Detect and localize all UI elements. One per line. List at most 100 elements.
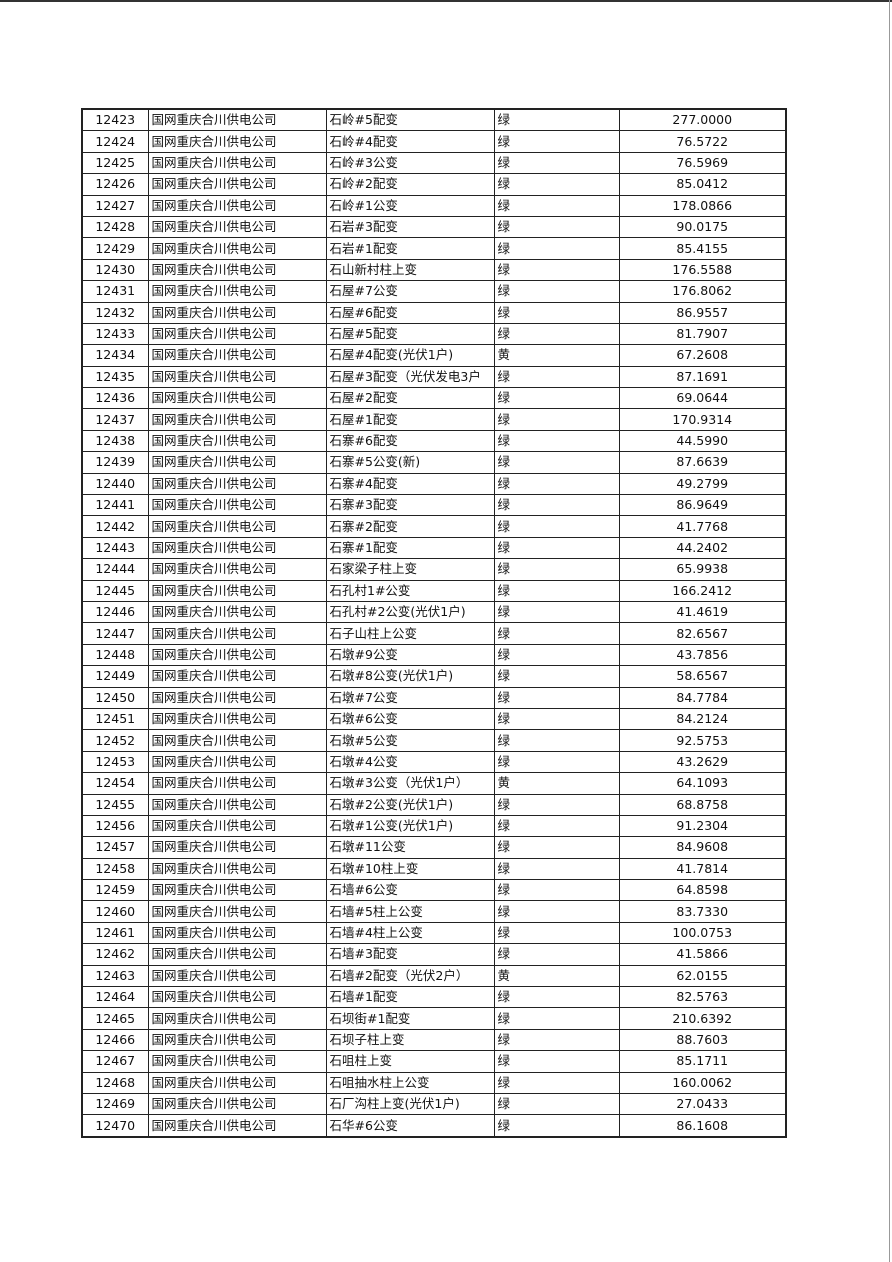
value-cell: 49.2799 bbox=[618, 472, 787, 496]
company-name-cell: 国网重庆合川供电公司 bbox=[147, 900, 327, 923]
row-id-cell: 12467 bbox=[81, 1050, 149, 1073]
company-name-cell: 国网重庆合川供电公司 bbox=[147, 173, 327, 196]
row-id-cell: 12449 bbox=[81, 665, 149, 688]
status-color-cell: 绿 bbox=[493, 365, 620, 389]
table-row: 12423 国网重庆合川供电公司 石岭#5配变绿 277.0000 bbox=[81, 108, 787, 132]
status-color-cell: 绿 bbox=[493, 643, 620, 667]
company-name-cell: 国网重庆合川供电公司 bbox=[147, 344, 327, 367]
status-color-cell: 绿 bbox=[493, 600, 620, 624]
table-row: 12448 国网重庆合川供电公司 石墩#9公变绿 43.7856 bbox=[81, 643, 787, 667]
company-name-cell: 国网重庆合川供电公司 bbox=[147, 108, 327, 132]
value-cell: 84.7784 bbox=[618, 686, 787, 709]
status-color-cell: 绿 bbox=[493, 1007, 620, 1030]
status-color-cell: 绿 bbox=[493, 387, 620, 410]
company-name-cell: 国网重庆合川供电公司 bbox=[147, 1050, 327, 1073]
value-cell: 76.5722 bbox=[618, 130, 787, 153]
status-color-cell: 绿 bbox=[493, 1071, 620, 1094]
transformer-name-cell: 石厂沟柱上变(光伏1户) bbox=[325, 1092, 495, 1116]
row-id-cell: 12442 bbox=[81, 515, 149, 538]
company-name-cell: 国网重庆合川供电公司 bbox=[147, 151, 327, 175]
table-row: 12457 国网重庆合川供电公司 石墩#11公变绿 84.9608 bbox=[81, 836, 787, 859]
value-cell: 44.5990 bbox=[618, 429, 787, 453]
page-top-border bbox=[0, 0, 892, 2]
transformer-name-cell: 石屋#6配变 bbox=[325, 301, 495, 324]
table-row: 12439 国网重庆合川供电公司 石寨#5公变(新) 绿 87.6639 bbox=[81, 451, 787, 474]
company-name-cell: 国网重庆合川供电公司 bbox=[147, 1028, 327, 1052]
table-row: 12434 国网重庆合川供电公司 石屋#4配变(光伏1户) 黄 67.2608 bbox=[81, 344, 787, 367]
value-cell: 27.0433 bbox=[618, 1092, 787, 1116]
table-row: 12454 国网重庆合川供电公司 石墩#3公变（光伏1户）黄 64.1093 bbox=[81, 772, 787, 795]
company-name-cell: 国网重庆合川供电公司 bbox=[147, 1071, 327, 1094]
status-color-cell: 绿 bbox=[493, 194, 620, 217]
transformer-name-cell: 石寨#4配变 bbox=[325, 472, 495, 496]
status-color-cell: 绿 bbox=[493, 793, 620, 816]
status-color-cell: 绿 bbox=[493, 836, 620, 859]
row-id-cell: 12462 bbox=[81, 943, 149, 966]
transformer-name-cell: 石墩#1公变(光伏1户) bbox=[325, 814, 495, 838]
status-color-cell: 绿 bbox=[493, 707, 620, 731]
status-color-cell: 绿 bbox=[493, 665, 620, 688]
value-cell: 86.9557 bbox=[618, 301, 787, 324]
company-name-cell: 国网重庆合川供电公司 bbox=[147, 600, 327, 624]
value-cell: 91.2304 bbox=[618, 814, 787, 838]
row-id-cell: 12432 bbox=[81, 301, 149, 324]
transformer-name-cell: 石孔村1#公变 bbox=[325, 579, 495, 602]
company-name-cell: 国网重庆合川供电公司 bbox=[147, 280, 327, 303]
company-name-cell: 国网重庆合川供电公司 bbox=[147, 707, 327, 731]
row-id-cell: 12453 bbox=[81, 750, 149, 774]
value-cell: 65.9938 bbox=[618, 558, 787, 581]
value-cell: 84.9608 bbox=[618, 836, 787, 859]
transformer-name-cell: 石咀抽水柱上公变 bbox=[325, 1071, 495, 1094]
transformer-name-cell: 石墩#7公变 bbox=[325, 686, 495, 709]
value-cell: 85.4155 bbox=[618, 237, 787, 260]
company-name-cell: 国网重庆合川供电公司 bbox=[147, 857, 327, 881]
company-name-cell: 国网重庆合川供电公司 bbox=[147, 622, 327, 645]
row-id-cell: 12448 bbox=[81, 643, 149, 667]
row-id-cell: 12436 bbox=[81, 387, 149, 410]
value-cell: 64.1093 bbox=[618, 772, 787, 795]
row-id-cell: 12456 bbox=[81, 814, 149, 838]
transformer-name-cell: 石墩#8公变(光伏1户) bbox=[325, 665, 495, 688]
table-row: 12429 国网重庆合川供电公司 石岩#1配变绿 85.4155 bbox=[81, 237, 787, 260]
company-name-cell: 国网重庆合川供电公司 bbox=[147, 772, 327, 795]
company-name-cell: 国网重庆合川供电公司 bbox=[147, 365, 327, 389]
value-cell: 170.9314 bbox=[618, 408, 787, 431]
table-row: 12432 国网重庆合川供电公司 石屋#6配变绿 86.9557 bbox=[81, 301, 787, 324]
transformer-name-cell: 石山新村柱上变 bbox=[325, 258, 495, 282]
row-id-cell: 12437 bbox=[81, 408, 149, 431]
row-id-cell: 12450 bbox=[81, 686, 149, 709]
status-color-cell: 黄 bbox=[493, 344, 620, 367]
row-id-cell: 12454 bbox=[81, 772, 149, 795]
value-cell: 88.7603 bbox=[618, 1028, 787, 1052]
row-id-cell: 12461 bbox=[81, 921, 149, 945]
company-name-cell: 国网重庆合川供电公司 bbox=[147, 408, 327, 431]
table-row: 12465 国网重庆合川供电公司 石坝街#1配变绿 210.6392 bbox=[81, 1007, 787, 1030]
transformer-name-cell: 石墩#9公变 bbox=[325, 643, 495, 667]
row-id-cell: 12460 bbox=[81, 900, 149, 923]
transformer-name-cell: 石墩#10柱上变 bbox=[325, 857, 495, 881]
status-color-cell: 绿 bbox=[493, 408, 620, 431]
transformer-name-cell: 石墩#5公变 bbox=[325, 729, 495, 752]
table-body: 12423 国网重庆合川供电公司 石岭#5配变绿 277.0000 12424 国网重庆合… bbox=[81, 108, 787, 1138]
company-name-cell: 国网重庆合川供电公司 bbox=[147, 964, 327, 988]
value-cell: 43.2629 bbox=[618, 750, 787, 774]
table-row: 12470 国网重庆合川供电公司 石华#6公变绿 86.1608 bbox=[81, 1114, 787, 1138]
table-row: 12437 国网重庆合川供电公司 石屋#1配变绿 170.9314 bbox=[81, 408, 787, 431]
table-row: 12438 国网重庆合川供电公司 石寨#6配变绿 44.5990 bbox=[81, 429, 787, 453]
row-id-cell: 12441 bbox=[81, 494, 149, 517]
company-name-cell: 国网重庆合川供电公司 bbox=[147, 686, 327, 709]
table-row: 12425 国网重庆合川供电公司 石岭#3公变绿 76.5969 bbox=[81, 151, 787, 175]
value-cell: 41.7814 bbox=[618, 857, 787, 881]
status-color-cell: 绿 bbox=[493, 579, 620, 602]
row-id-cell: 12443 bbox=[81, 536, 149, 560]
transformer-name-cell: 石墩#11公变 bbox=[325, 836, 495, 859]
company-name-cell: 国网重庆合川供电公司 bbox=[147, 515, 327, 538]
table-row: 12456 国网重庆合川供电公司 石墩#1公变(光伏1户) 绿 91.2304 bbox=[81, 814, 787, 838]
status-color-cell: 绿 bbox=[493, 322, 620, 346]
value-cell: 90.0175 bbox=[618, 215, 787, 239]
value-cell: 44.2402 bbox=[618, 536, 787, 560]
transformer-name-cell: 石墙#6公变 bbox=[325, 879, 495, 902]
transformer-name-cell: 石寨#5公变(新) bbox=[325, 451, 495, 474]
company-name-cell: 国网重庆合川供电公司 bbox=[147, 387, 327, 410]
company-name-cell: 国网重庆合川供电公司 bbox=[147, 451, 327, 474]
